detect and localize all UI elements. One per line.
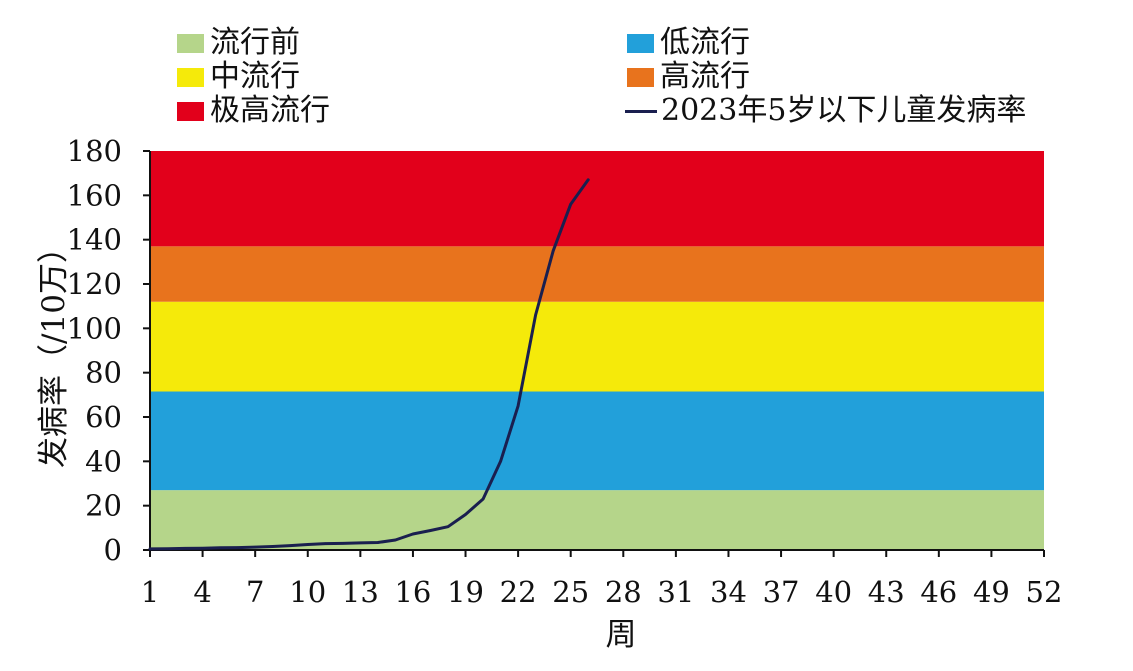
series-0-point-12 <box>359 541 362 545</box>
x-tick-label-3: 10 <box>289 575 326 609</box>
legend-line-incidence-series <box>625 109 657 113</box>
x-tick-label-10: 31 <box>657 575 694 609</box>
x-tick-label-13: 40 <box>815 575 852 609</box>
x-tick-label-8: 25 <box>552 575 589 609</box>
legend-item-pre-epidemic: 流行前 <box>177 26 300 60</box>
x-tick-label-6: 19 <box>447 575 484 609</box>
legend: 流行前 低流行 中流行 高流行 极高流行 2023年5岁以下儿童发病率 <box>0 26 1133 136</box>
x-tick-label-12: 37 <box>763 575 800 609</box>
series-0-point-13 <box>376 541 380 544</box>
band-1 <box>150 391 1044 491</box>
legend-label-mid-epidemic: 中流行 <box>210 59 300 94</box>
band-3 <box>150 246 1044 302</box>
series-0-point-6 <box>253 545 257 549</box>
y-tick-label-1: 20 <box>85 489 122 523</box>
legend-swatch-high-epidemic <box>627 67 654 87</box>
legend-item-very-high-epidemic: 极高流行 <box>177 94 330 128</box>
series-0-point-21 <box>516 404 520 408</box>
series-0-point-5 <box>236 546 239 549</box>
series-0-point-9 <box>306 543 309 546</box>
y-tick-label-0: 0 <box>104 533 122 567</box>
series-0-point-20 <box>499 460 502 463</box>
y-tick-label-2: 40 <box>85 444 122 478</box>
legend-label-very-high-epidemic: 极高流行 <box>210 93 330 128</box>
x-tick-label-11: 34 <box>710 575 747 609</box>
series-0-point-7 <box>271 545 274 548</box>
x-tick-label-4: 13 <box>342 575 379 609</box>
x-tick-label-5: 16 <box>394 575 431 609</box>
x-tick-label-9: 28 <box>605 575 642 609</box>
legend-label-incidence-series: 2023年5岁以下儿童发病率 <box>661 93 1027 128</box>
band-4 <box>150 151 1044 247</box>
series-0-point-24 <box>569 203 572 206</box>
y-tick-label-9: 180 <box>67 134 122 168</box>
series-0-point-23 <box>551 249 555 252</box>
y-tick-label-6: 120 <box>67 267 122 301</box>
series-0-point-1 <box>166 547 169 550</box>
x-tick-label-14: 43 <box>868 575 905 609</box>
y-tick-label-8: 160 <box>67 178 122 212</box>
labels-layer: 周 发病率（/10万） <box>36 232 637 653</box>
series-0-point-18 <box>464 513 467 516</box>
y-axis-title: 发病率（/10万） <box>36 232 72 468</box>
series-0-point-14 <box>394 538 397 542</box>
band-2 <box>150 301 1044 392</box>
series-line-0 <box>148 178 590 551</box>
y-tick-label-4: 80 <box>85 356 122 390</box>
y-tick-label-7: 140 <box>67 223 122 257</box>
x-axis-title: 周 <box>606 617 637 653</box>
legend-item-high-epidemic: 高流行 <box>627 60 750 94</box>
x-tick-label-16: 49 <box>973 575 1010 609</box>
series-0-point-2 <box>183 547 187 550</box>
series-0-point-3 <box>201 547 204 550</box>
x-tick-label-15: 46 <box>920 575 957 609</box>
series-0-point-4 <box>218 546 222 549</box>
bands-layer <box>150 151 1044 550</box>
series-0-point-19 <box>481 497 485 501</box>
series-0-point-22 <box>534 313 537 317</box>
legend-item-low-epidemic: 低流行 <box>627 26 750 60</box>
series-layer <box>148 178 590 551</box>
legend-swatch-very-high-epidemic <box>177 101 204 121</box>
series-0-point-17 <box>446 525 450 528</box>
band-0 <box>150 490 1044 550</box>
x-tick-label-1: 4 <box>193 575 211 609</box>
legend-swatch-mid-epidemic <box>177 67 204 87</box>
series-0-point-8 <box>289 544 292 547</box>
x-tick-label-2: 7 <box>246 575 264 609</box>
legend-swatch-low-epidemic <box>627 33 654 53</box>
y-tick-label-5: 100 <box>67 311 122 345</box>
series-0-point-15 <box>411 532 415 536</box>
x-tick-label-17: 52 <box>1026 575 1063 609</box>
legend-label-pre-epidemic: 流行前 <box>210 25 300 60</box>
legend-item-mid-epidemic: 中流行 <box>177 60 300 94</box>
axes-layer: 0 20 40 60 80 100 120 140 160 180 1 4 7 10 13 16 19 22 25 2… <box>67 134 1063 609</box>
legend-item-incidence-series: 2023年5岁以下儿童发病率 <box>625 94 1026 128</box>
legend-label-high-epidemic: 高流行 <box>660 59 750 94</box>
series-0-point-16 <box>429 529 432 532</box>
legend-label-low-epidemic: 低流行 <box>660 25 750 60</box>
x-tick-label-0: 1 <box>141 575 159 609</box>
y-tick-label-3: 60 <box>85 400 122 434</box>
series-0-point-10 <box>324 542 327 545</box>
x-tick-label-7: 22 <box>500 575 537 609</box>
series-0-point-11 <box>341 542 345 545</box>
series-0-point-25 <box>587 178 590 182</box>
series-0-point-0 <box>148 547 152 551</box>
legend-swatch-pre-epidemic <box>177 33 204 53</box>
